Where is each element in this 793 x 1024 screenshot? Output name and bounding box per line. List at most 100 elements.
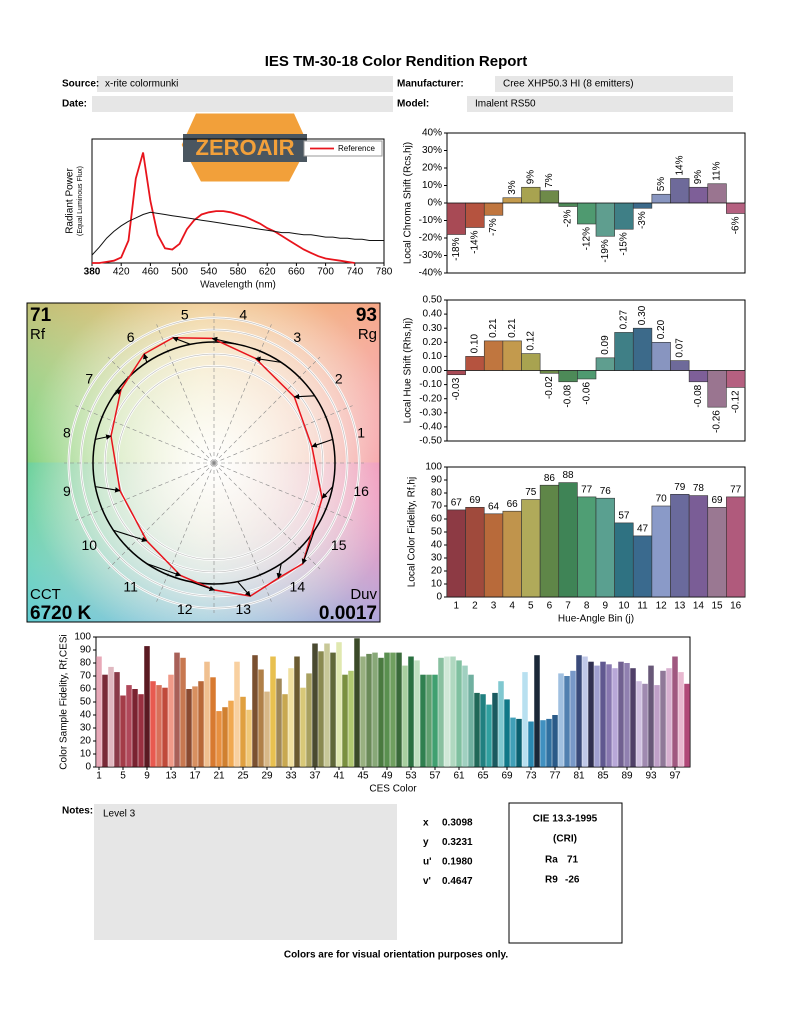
bar [432, 674, 438, 767]
value-label: 0.30 [637, 305, 648, 325]
bar [483, 202, 504, 216]
bar [707, 506, 727, 598]
chromaticity-value: 0.1980 [442, 857, 473, 868]
bar [480, 694, 486, 767]
vg-bin-label: 12 [177, 601, 193, 617]
bar [522, 672, 528, 767]
value-label: -0.03 [451, 377, 462, 400]
bar [414, 660, 420, 767]
vg-arrow [95, 434, 112, 440]
bar [558, 673, 564, 767]
bar [539, 190, 560, 204]
x-tick-label: 77 [549, 771, 561, 782]
y-tick-label: 70 [431, 501, 443, 512]
cri-subtitle: (CRI) [553, 834, 577, 845]
y-tick-label: 20 [80, 736, 92, 747]
bar [577, 496, 597, 598]
bar [502, 197, 522, 204]
value-label: 78 [693, 483, 705, 494]
vg-ring [116, 365, 312, 561]
y-tick-label: 80 [431, 488, 443, 499]
chromaticity-value: 0.4647 [442, 876, 473, 887]
value-label: -0.02 [544, 376, 555, 399]
y-tick-label: 10 [431, 579, 443, 590]
bar [408, 656, 414, 767]
x-tick-label: 93 [645, 771, 657, 782]
bar [258, 669, 264, 767]
y-tick-label: 30 [431, 553, 443, 564]
bar [462, 665, 468, 767]
y-tick-label: 20 [431, 566, 443, 577]
bar [570, 670, 576, 767]
chromaticity-value: 0.3098 [442, 818, 473, 829]
bar [594, 665, 600, 767]
x-tick-label: 2 [472, 601, 478, 612]
cct-value: 6720 K [30, 603, 92, 624]
bar [651, 193, 671, 204]
x-tick-label: 45 [357, 771, 369, 782]
rg-value: 93 [356, 305, 377, 326]
bar [660, 670, 666, 767]
r9-value: -26 [565, 875, 580, 886]
vg-bin-label: 13 [235, 601, 251, 617]
bar [483, 513, 504, 598]
x-tick-label: 17 [189, 771, 201, 782]
bar [204, 661, 210, 767]
value-label: 66 [507, 499, 519, 510]
field-box [92, 96, 393, 112]
bar [198, 681, 204, 767]
vg-spoke [156, 462, 215, 602]
bar [670, 178, 690, 204]
y-tick-label: -20% [419, 233, 442, 244]
duv-label: Duv [350, 586, 377, 603]
x-tick-label: 620 [259, 267, 276, 278]
x-tick-label: 500 [171, 267, 188, 278]
bar [624, 663, 630, 767]
bar [126, 685, 132, 767]
y-tick-label: 90 [431, 475, 443, 486]
value-label: -6% [730, 216, 741, 234]
rg-label: Rg [358, 326, 377, 343]
bar [264, 691, 270, 767]
bar [144, 646, 150, 767]
bar [534, 655, 540, 767]
y-tick-label: 0.30 [423, 323, 443, 334]
vg-bin-label: 8 [63, 424, 71, 440]
bar [252, 655, 258, 767]
x-tick-label: 7 [565, 601, 571, 612]
bar [577, 202, 597, 225]
x-tick-label: 780 [376, 267, 393, 278]
x-tick-label: 41 [333, 771, 345, 782]
bar [595, 497, 615, 598]
x-tick-label: 14 [693, 601, 705, 612]
bar [306, 673, 312, 767]
bar [521, 186, 541, 204]
x-tick-label: 69 [501, 771, 513, 782]
ra-label: Ra [545, 855, 558, 866]
bar [486, 704, 492, 767]
value-label: 9% [693, 170, 704, 185]
bar [468, 674, 474, 767]
y-tick-label: 0 [85, 762, 91, 773]
x-tick-label: 3 [491, 601, 497, 612]
bar [234, 661, 240, 767]
vg-arrow [311, 438, 333, 448]
cri-title: CIE 13.3-1995 [533, 814, 598, 825]
bar [336, 642, 342, 767]
bar [688, 495, 709, 598]
y-tick-label: -0.40 [419, 422, 442, 433]
bar [510, 717, 516, 767]
vg-arrow [95, 486, 121, 493]
bar [502, 510, 522, 598]
bar [670, 493, 690, 598]
bar [595, 202, 615, 237]
chromaticity-label: v' [423, 876, 431, 887]
bar [632, 535, 653, 598]
x-tick-label: 8 [584, 601, 590, 612]
x-tick-label: 65 [477, 771, 489, 782]
bar [670, 360, 690, 371]
x-tick-label: 81 [573, 771, 585, 782]
x-tick-label: 37 [309, 771, 321, 782]
duv-value: 0.0017 [319, 603, 377, 624]
